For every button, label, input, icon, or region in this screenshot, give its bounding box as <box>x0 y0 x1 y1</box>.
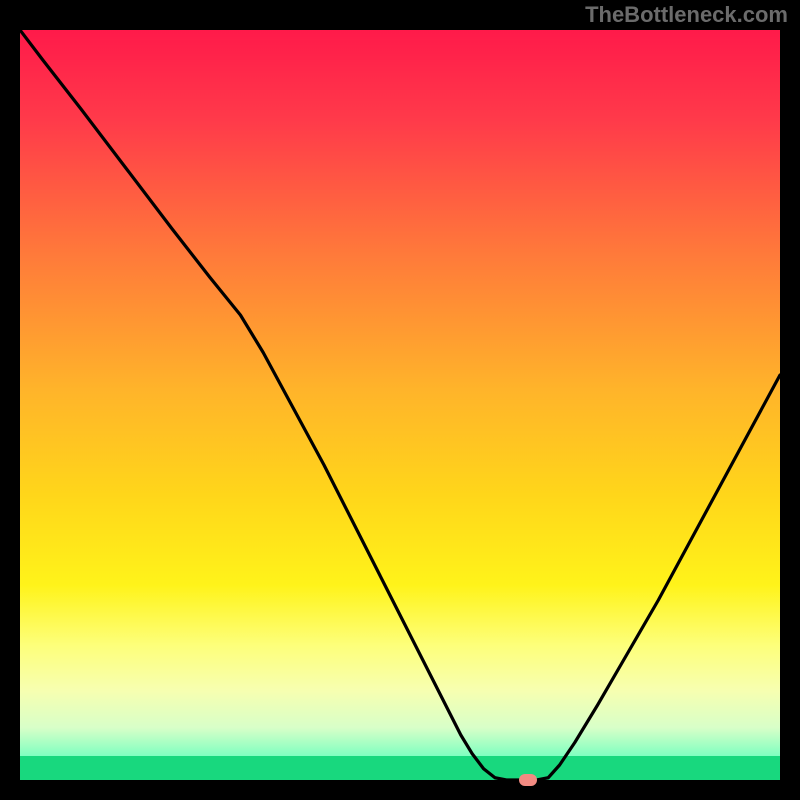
chart-bottom-band <box>20 756 780 780</box>
watermark-text: TheBottleneck.com <box>585 2 788 28</box>
chart-marker <box>519 774 537 786</box>
chart-gradient-background <box>20 30 780 780</box>
chart-plot-area <box>20 30 780 780</box>
